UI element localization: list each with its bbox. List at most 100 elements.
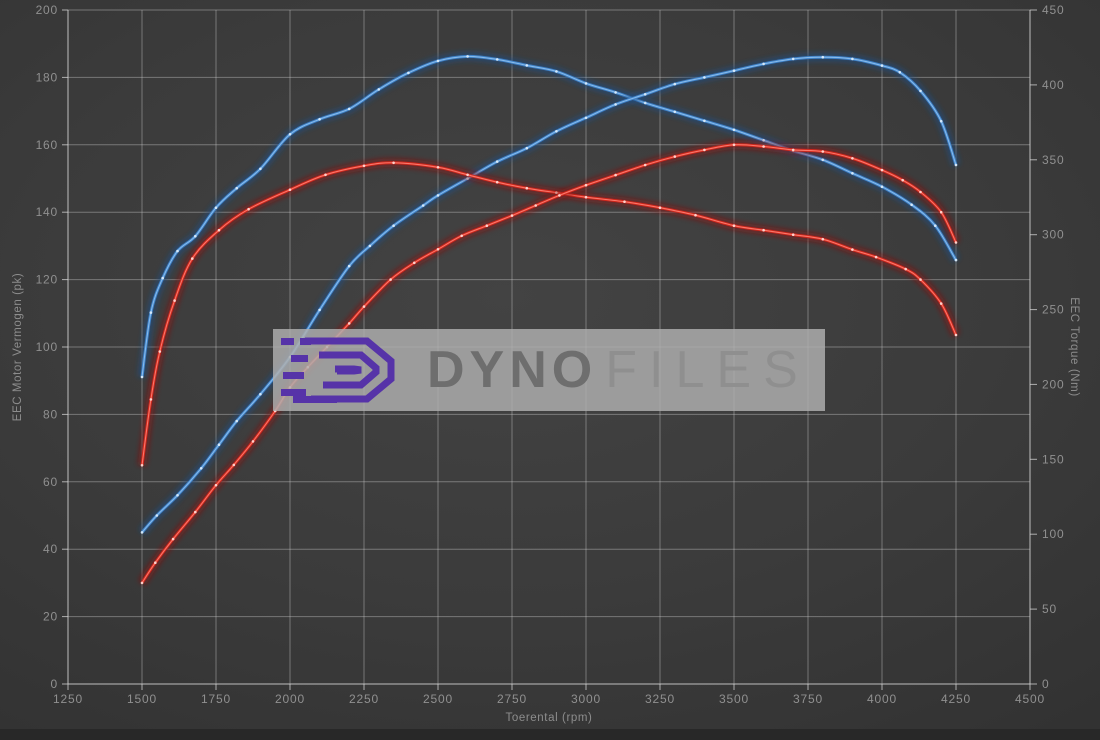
data-point-marker	[191, 257, 194, 260]
data-point-marker	[288, 188, 292, 191]
data-point-marker	[954, 258, 958, 262]
y-left-tick-label: 0	[51, 677, 58, 691]
data-point-marker	[318, 308, 321, 312]
data-point-marker	[614, 103, 617, 106]
data-point-marker	[485, 224, 489, 227]
data-point-marker	[880, 64, 884, 67]
data-point-marker	[614, 173, 617, 177]
data-point-marker	[901, 178, 904, 182]
y-right-tick-label: 250	[1042, 303, 1064, 317]
data-point-marker	[555, 70, 558, 73]
y-left-tick-label: 80	[43, 407, 58, 421]
data-point-marker	[324, 173, 327, 177]
window-bottom-edge	[0, 729, 1100, 740]
y-left-tick-label: 60	[43, 475, 58, 489]
data-point-marker	[703, 119, 706, 123]
data-point-marker	[623, 200, 626, 203]
data-point-marker	[525, 64, 529, 67]
y-left-tick-label: 120	[36, 273, 58, 287]
y-left-tick-label: 100	[36, 340, 58, 354]
x-tick-label: 2750	[497, 692, 527, 706]
data-point-marker	[194, 510, 197, 514]
data-point-marker	[643, 101, 647, 105]
data-point-marker	[158, 350, 162, 353]
data-point-marker	[288, 133, 292, 136]
data-point-marker	[161, 276, 164, 280]
data-point-marker	[436, 59, 440, 63]
data-point-marker	[904, 267, 907, 271]
y-left-tick-label: 140	[36, 205, 58, 219]
dynofiles-logo-icon	[281, 337, 395, 403]
data-point-marker	[495, 58, 499, 61]
data-point-marker	[673, 155, 677, 158]
data-point-marker	[762, 145, 765, 148]
data-point-marker	[155, 514, 159, 517]
data-point-marker	[466, 55, 469, 58]
data-point-marker	[791, 57, 795, 61]
data-point-marker	[259, 392, 262, 396]
series-torque-blue	[137, 52, 960, 379]
data-point-marker	[880, 168, 884, 172]
data-point-marker	[658, 206, 662, 209]
data-point-marker	[392, 224, 395, 227]
data-point-marker	[149, 398, 153, 401]
y-right-tick-label: 150	[1042, 452, 1064, 466]
data-point-marker	[880, 185, 884, 188]
brand-primary: DYNO	[427, 341, 598, 399]
data-point-marker	[235, 186, 238, 190]
data-point-marker	[510, 214, 514, 217]
x-tick-label: 3250	[645, 692, 675, 706]
watermark-banner: DYNO FILES	[273, 329, 825, 411]
data-point-marker	[251, 440, 255, 443]
data-point-marker	[762, 139, 765, 142]
data-point-marker	[140, 531, 144, 534]
data-point-marker	[762, 228, 765, 232]
series-power-red	[138, 140, 960, 586]
data-point-marker	[421, 204, 425, 207]
data-point-marker	[821, 158, 825, 162]
data-point-marker	[874, 255, 878, 259]
data-point-marker	[584, 116, 588, 120]
data-point-marker	[176, 249, 179, 253]
series-power-blue	[138, 52, 961, 536]
data-point-marker	[389, 278, 392, 281]
data-point-marker	[171, 537, 175, 541]
axes-spines	[62, 9, 1037, 690]
data-point-marker	[584, 183, 588, 187]
y-left-tick-label: 180	[36, 70, 58, 84]
data-point-marker	[232, 463, 236, 467]
data-point-marker	[407, 71, 410, 75]
data-point-marker	[140, 375, 144, 379]
data-point-marker	[673, 110, 677, 114]
x-tick-label: 4500	[1015, 692, 1045, 706]
x-tick-label: 4250	[941, 692, 971, 706]
x-axis-title: Toerental (rpm)	[505, 712, 593, 724]
data-point-marker	[436, 194, 440, 197]
data-point-marker	[140, 581, 144, 585]
data-point-marker	[821, 55, 825, 59]
data-point-marker	[732, 128, 736, 132]
data-point-marker	[149, 311, 153, 314]
data-point-marker	[368, 244, 372, 248]
data-point-marker	[762, 62, 765, 66]
data-point-marker	[732, 69, 736, 72]
data-point-marker	[436, 166, 440, 169]
data-point-marker	[898, 71, 902, 74]
x-tick-label: 1750	[201, 692, 231, 706]
data-point-marker	[259, 167, 262, 171]
y-left-tick-label: 200	[36, 3, 58, 17]
data-point-marker	[919, 278, 922, 281]
x-tick-label: 3000	[571, 692, 601, 706]
data-point-marker	[791, 148, 795, 152]
left-axis-title: EEC Motor Vermogen (pk)	[12, 272, 24, 422]
data-point-marker	[821, 237, 825, 241]
data-point-marker	[939, 302, 943, 305]
data-point-marker	[347, 322, 351, 325]
data-point-marker	[525, 146, 529, 150]
data-point-marker	[910, 203, 913, 206]
data-point-marker	[851, 157, 854, 160]
data-point-marker	[555, 130, 558, 133]
brand-secondary: FILES	[605, 341, 810, 399]
